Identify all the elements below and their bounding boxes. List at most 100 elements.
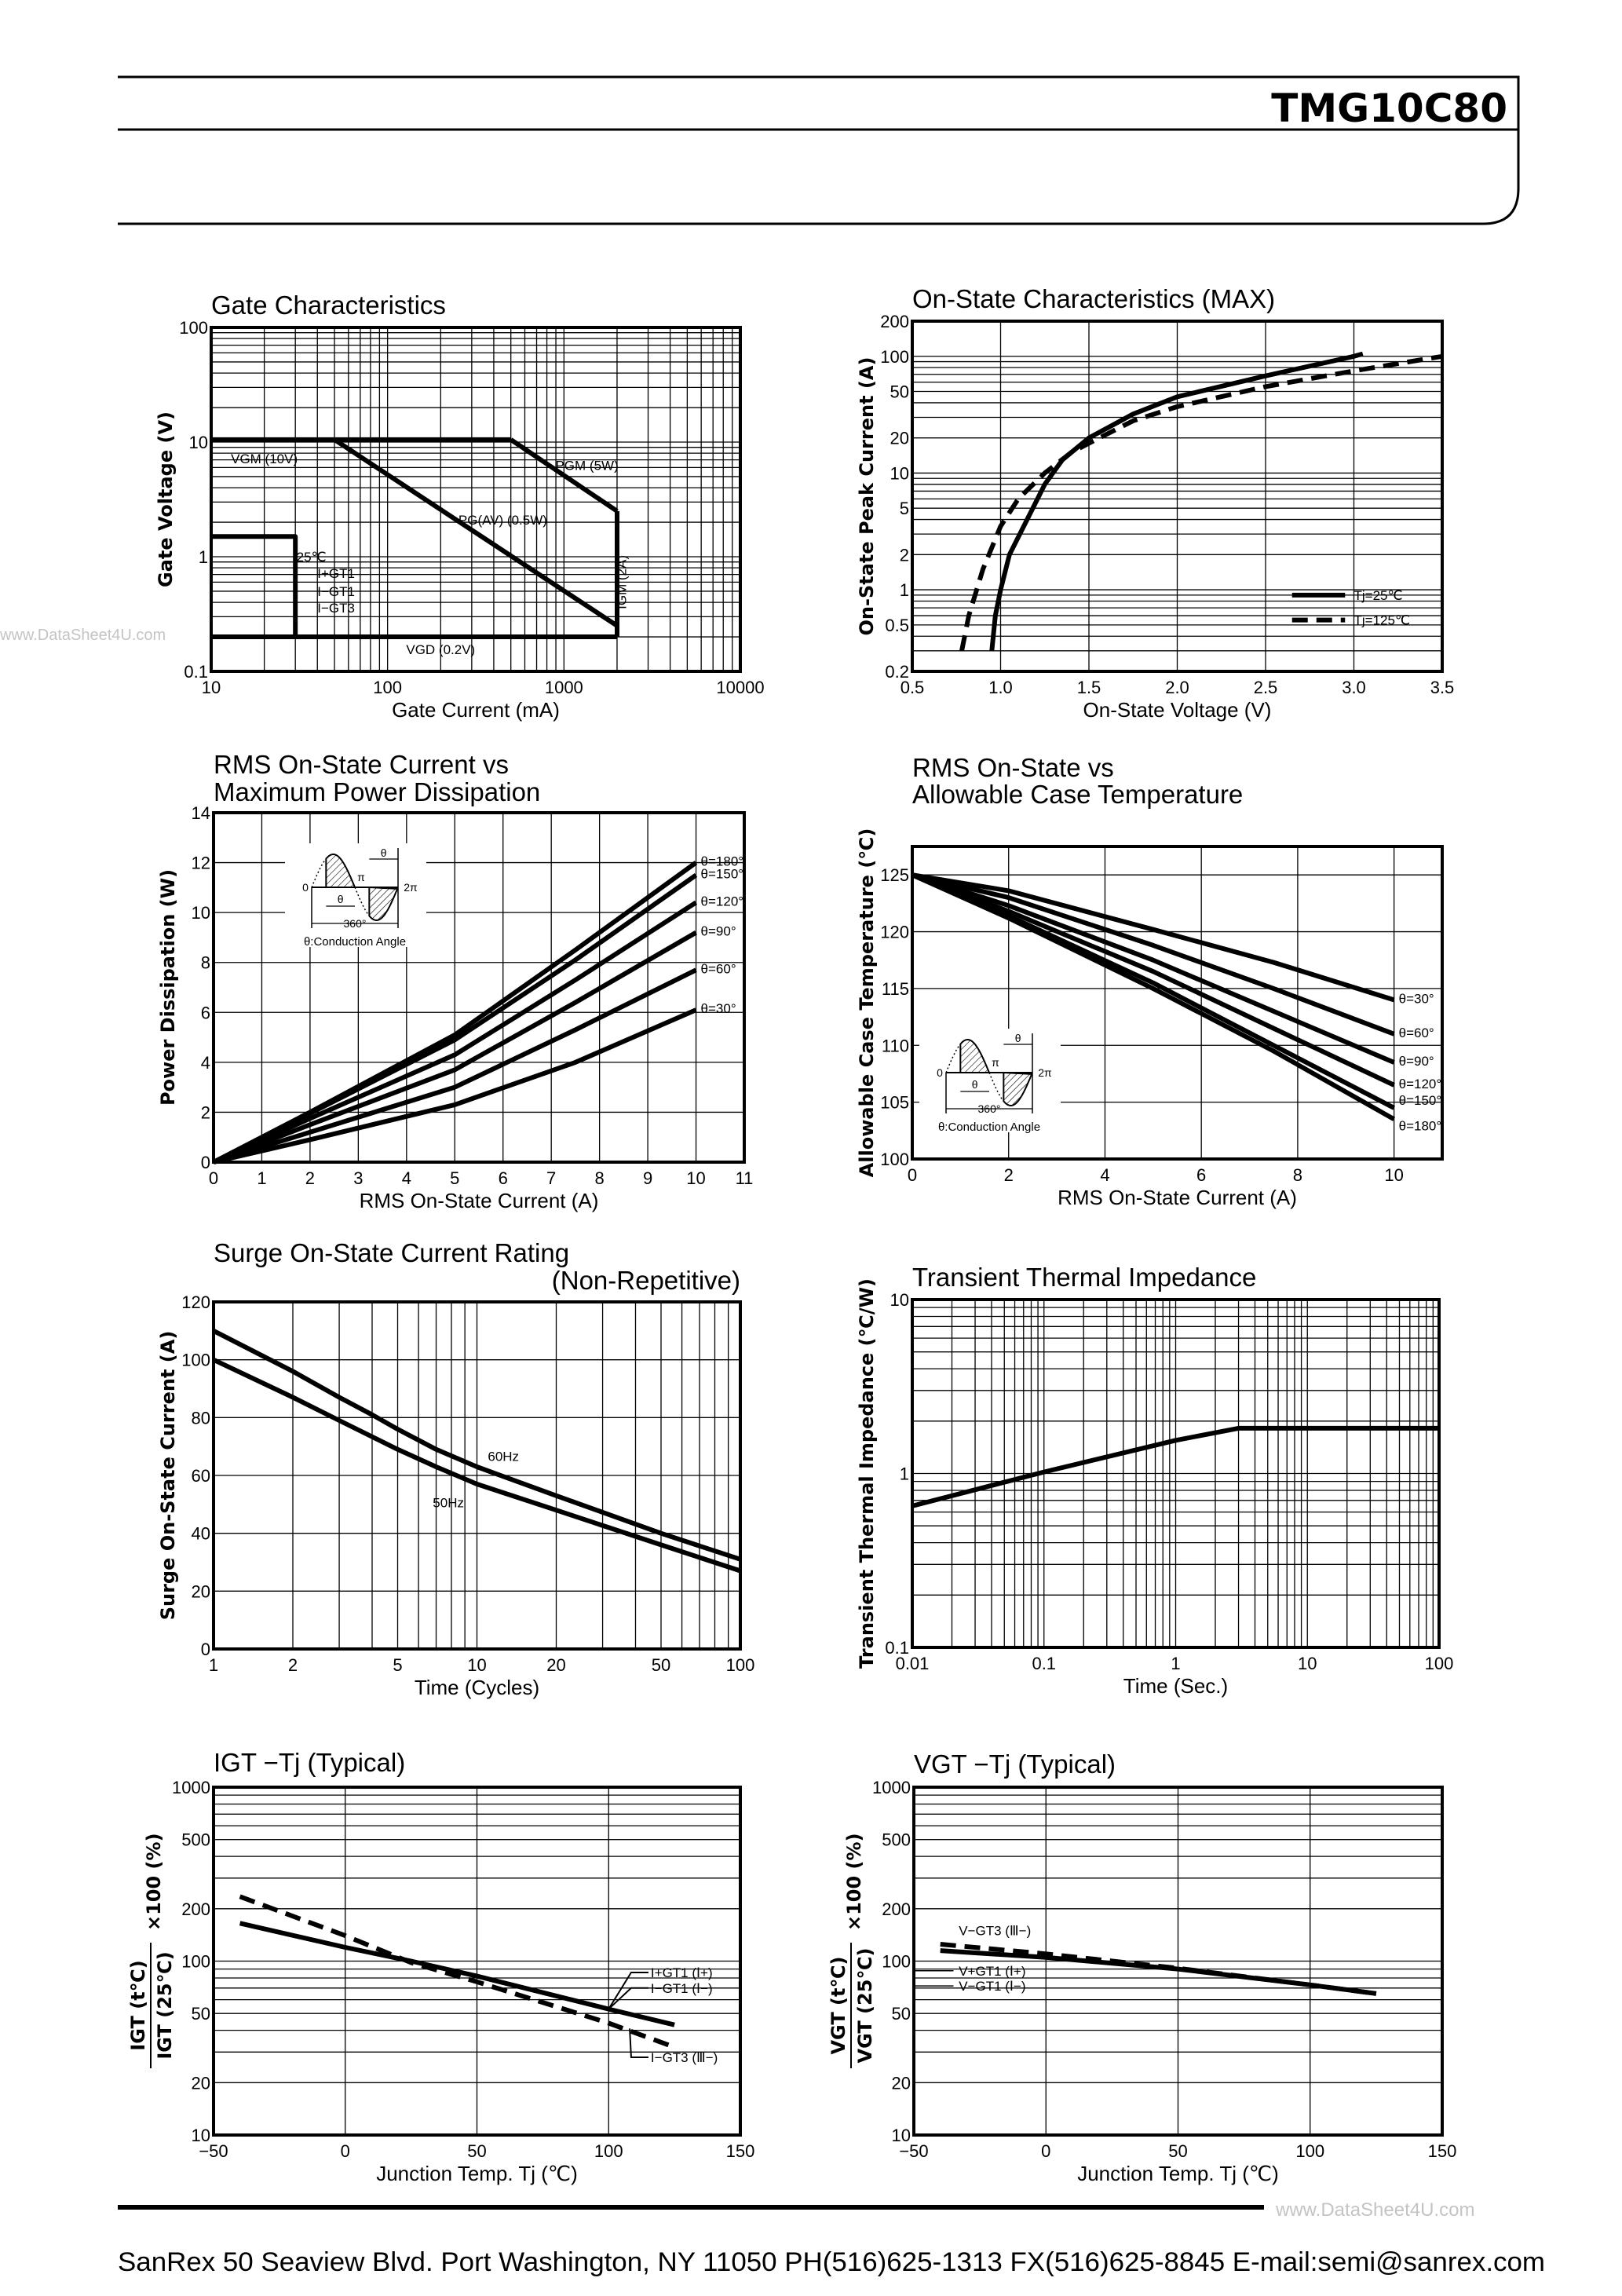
annotation: V+GT1 (Ⅰ+): [959, 1964, 1025, 1979]
y-axis-label: Gate Voltage (V): [155, 411, 177, 587]
y-tick-label: 115: [882, 979, 909, 999]
footer: www.DataSheet4U.com SanRex 50 Seaview Bl…: [118, 2199, 1545, 2277]
inset-label: θ: [972, 1078, 978, 1091]
y-tick-label: 10: [192, 2126, 210, 2145]
y-tick-label: 4: [201, 1053, 210, 1073]
chart-title: RMS On-State vs: [912, 753, 1114, 782]
inset-background: [919, 1029, 1061, 1132]
annotation: I−GT3 (Ⅲ−): [651, 2050, 718, 2065]
chart-title: Allowable Case Temperature: [912, 780, 1243, 809]
y-label-multiplier: ×100 (%): [843, 1833, 865, 1931]
x-tick-label: 100: [373, 678, 402, 697]
chart-2: 0.5 1.0 1.5 2.0 2.5 3.0 3.50.20.51251020501002…: [856, 284, 1454, 722]
y-tick-label: 0.1: [184, 662, 208, 682]
inset-label: π: [357, 871, 365, 883]
leader-line: [629, 2028, 648, 2058]
x-tick-label: 3.5: [1430, 678, 1455, 697]
x-tick-label: 100: [726, 1655, 755, 1675]
x-tick-label: 1: [209, 1655, 218, 1675]
series-line-5: [213, 967, 697, 1164]
y-tick-label: 10: [890, 463, 909, 483]
dotted-off-segment: [945, 1044, 961, 1073]
x-tick-label: 100: [1295, 2141, 1324, 2161]
x-axis-label: RMS On-State Current (A): [360, 1189, 599, 1212]
y-tick-label: 10: [892, 2126, 911, 2145]
chart-title: VGT −Tj (Typical): [914, 1749, 1116, 1779]
y-tick-label: 1000: [172, 1778, 210, 1797]
y-tick-label: 10: [189, 433, 208, 452]
series-line-1: [212, 1329, 741, 1562]
x-tick-label: −50: [199, 2141, 228, 2161]
header: TMG10C80: [118, 75, 1520, 225]
series-label: θ=180°: [701, 854, 744, 869]
x-tick-label: 10: [202, 678, 221, 697]
annotation: PGM (5W): [555, 458, 618, 473]
series-label: θ=30°: [701, 1001, 736, 1016]
x-tick-label: 2: [1004, 1165, 1014, 1185]
x-axis-label: Time (Sec.): [1123, 1674, 1228, 1698]
y-tick-label: 200: [181, 1899, 210, 1919]
gridlines: [914, 1787, 1442, 2135]
series-line-6: [211, 534, 298, 637]
inset-label: π: [992, 1056, 999, 1069]
leader-line: [608, 1972, 648, 2010]
hatched-negative-half: [368, 886, 399, 921]
chart-title: Surge On-State Current Rating: [214, 1238, 569, 1267]
series-label: θ=150°: [701, 866, 744, 881]
y-tick-label: 1000: [872, 1778, 911, 1797]
annotation: I−GT1: [317, 584, 355, 599]
x-tick-label: 2.0: [1165, 678, 1189, 697]
y-axis-label: IGT (t℃) IGT (25℃) ×100 (%): [127, 1833, 176, 2068]
series-line-2: [212, 873, 698, 1164]
series-line-2: [911, 872, 1395, 1036]
x-tick-label: 2: [288, 1655, 298, 1675]
series-label: θ=90°: [701, 924, 736, 939]
chart-title: Gate Characteristics: [211, 291, 446, 320]
series-label: θ=120°: [701, 894, 744, 909]
y-tick-label: 10: [890, 1290, 909, 1310]
series-line-1: [239, 1921, 675, 2027]
footer-watermark: www.DataSheet4U.com: [1275, 2199, 1474, 2221]
x-tick-label: 100: [594, 2141, 623, 2161]
y-tick-label: 20: [892, 2073, 911, 2093]
y-tick-label: 0.1: [885, 1638, 909, 1658]
x-tick-label: 9: [643, 1168, 652, 1188]
part-number: TMG10C80: [1271, 86, 1507, 131]
y-tick-label: 0: [201, 1153, 210, 1172]
footer-address: SanRex 50 Seaview Blvd. Port Washington,…: [118, 2247, 1545, 2277]
plot-frame: [911, 320, 1444, 673]
y-tick-label: 100: [181, 1952, 210, 1972]
x-tick-label: 1.0: [988, 678, 1013, 697]
dotted-off-segment: [311, 859, 327, 888]
plot-frame: [911, 845, 1444, 1161]
series-label: θ=180°: [1399, 1118, 1442, 1133]
x-tick-label: 5: [450, 1168, 459, 1188]
annotation: 25℃: [297, 550, 327, 565]
series-line-2: [940, 1942, 1377, 1996]
annotation: I+GT1: [317, 566, 355, 581]
annotation: V−GT3 (Ⅲ−): [959, 1923, 1031, 1938]
series-line-4: [212, 930, 698, 1164]
y-tick-label: 60: [192, 1466, 210, 1486]
inset-label: θ: [338, 893, 344, 905]
gridlines: [912, 846, 1442, 1159]
chart-title: (Non-Repetitive): [552, 1266, 740, 1295]
hatched-negative-half: [1003, 1071, 1033, 1106]
x-tick-label: 50: [652, 1655, 670, 1675]
inset-label: θ:Conduction Angle: [304, 935, 406, 949]
chart-title: Transient Thermal Impedance: [912, 1263, 1256, 1292]
y-tick-label: 2: [900, 545, 909, 565]
y-tick-label: 80: [192, 1408, 210, 1428]
dotted-off-segment: [354, 887, 370, 916]
y-tick-label: 100: [880, 1150, 909, 1169]
y-tick-label: 0: [201, 1640, 210, 1659]
y-tick-label: 125: [880, 865, 909, 885]
inset-label: θ: [1015, 1032, 1021, 1044]
y-tick-label: 120: [181, 1292, 210, 1312]
series-line-2: [510, 437, 619, 514]
inset-label: 360°: [344, 917, 367, 930]
annotation: VGM (10V): [231, 452, 298, 466]
x-tick-label: 11: [736, 1168, 754, 1188]
inset-label: θ: [381, 846, 387, 859]
